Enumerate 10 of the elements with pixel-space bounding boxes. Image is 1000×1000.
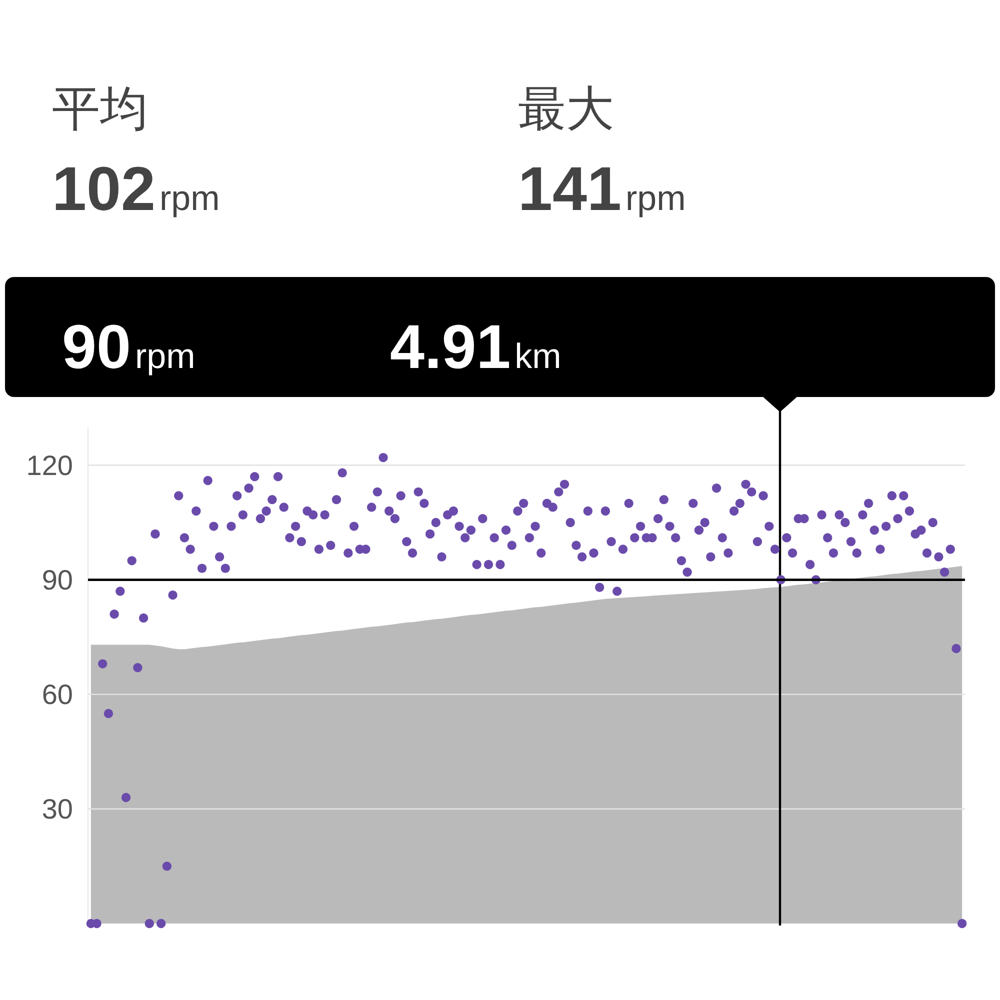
text: 平均 [52, 83, 148, 136]
y-tick-label: 120 [26, 450, 73, 481]
text: 90rpm [62, 313, 196, 382]
y-tick-label: 60 [42, 679, 73, 710]
text: 102rpm [52, 155, 220, 224]
y-tick-label: 30 [42, 794, 73, 825]
text: 4.91km [390, 313, 562, 382]
text: 最大 [518, 83, 614, 136]
text: 141rpm [518, 155, 686, 224]
y-tick-label: 90 [42, 564, 73, 596]
